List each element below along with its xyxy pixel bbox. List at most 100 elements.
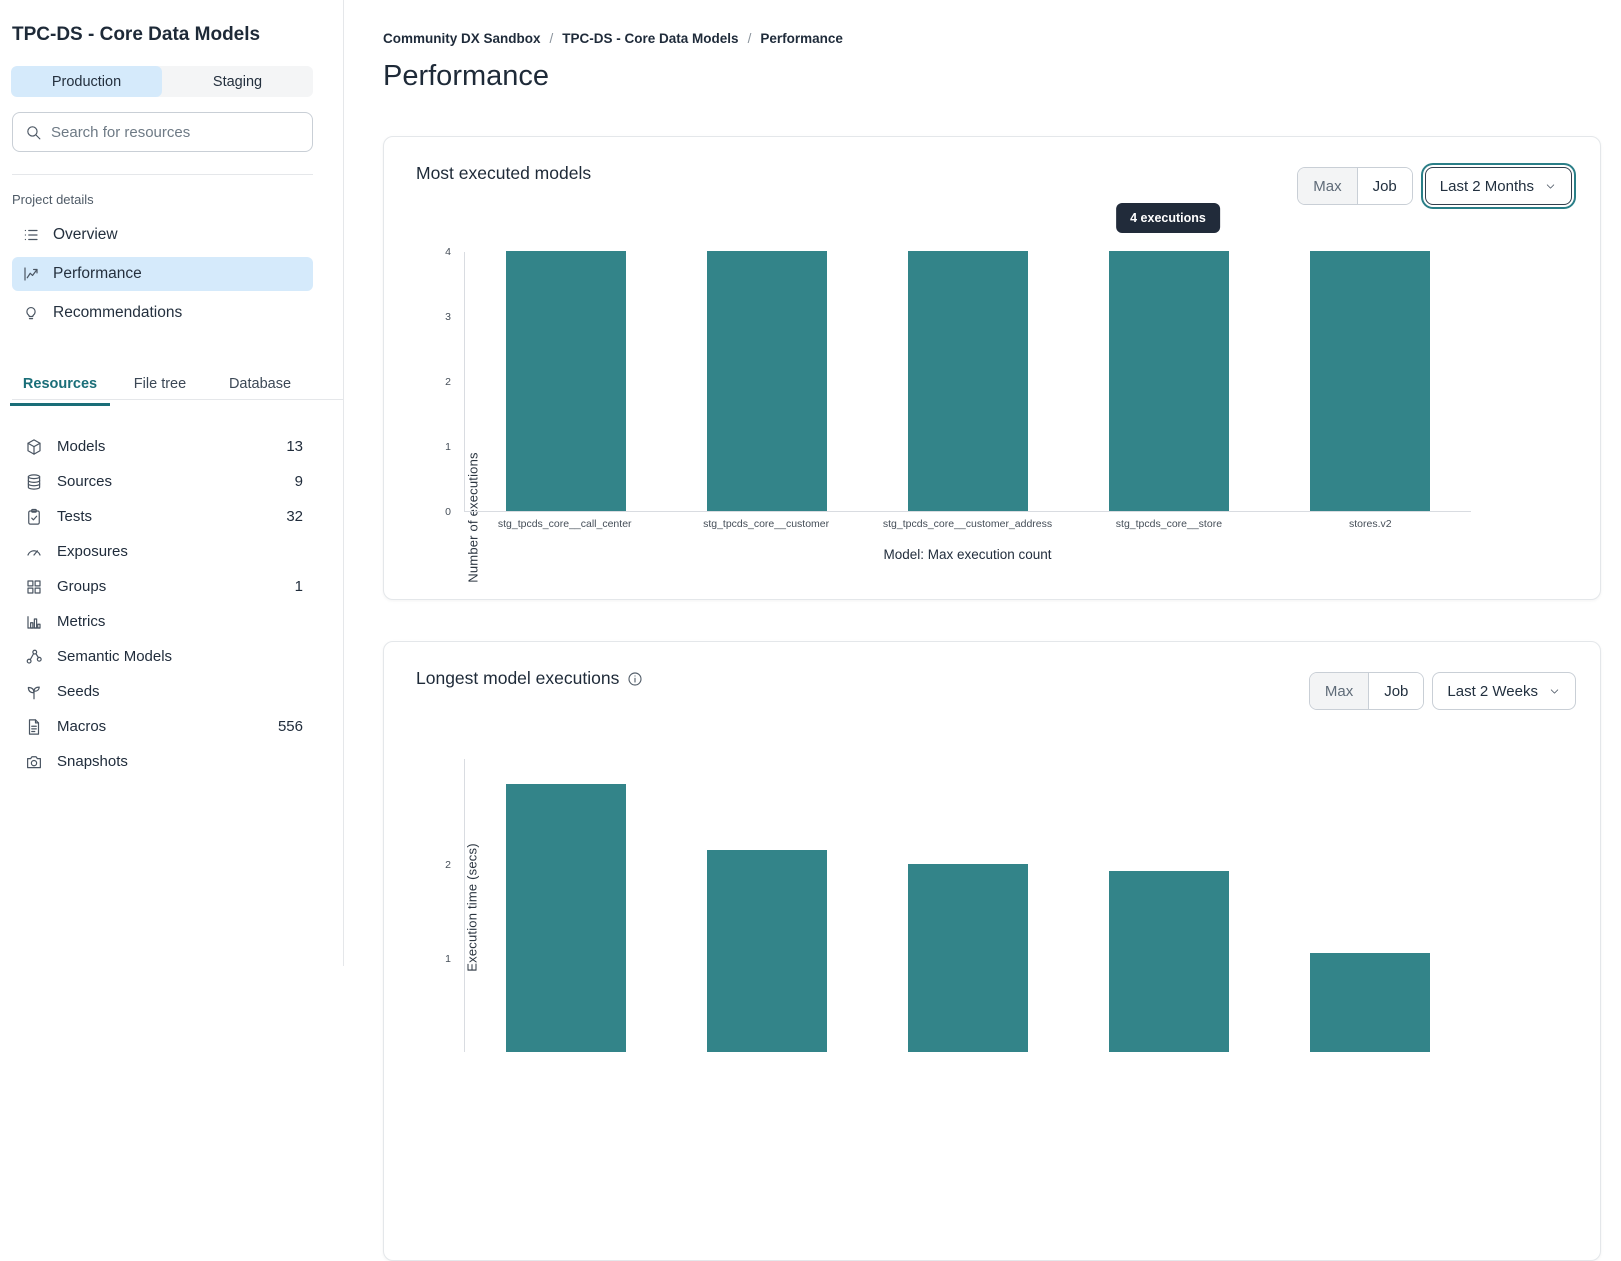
camera-icon	[27, 755, 41, 768]
tab-file-tree[interactable]: File tree	[133, 376, 187, 392]
seedling-icon	[27, 686, 40, 699]
bar[interactable]	[706, 850, 827, 1052]
gauge-icon	[27, 549, 41, 556]
breadcrumb-current: Performance	[760, 31, 843, 46]
time-range-value: Last 2 Months	[1439, 177, 1534, 195]
sidebar-item-overview[interactable]: Overview	[12, 218, 313, 252]
search-icon	[27, 125, 41, 139]
resource-label: Sources	[57, 473, 113, 490]
card-title-text: Longest model executions	[416, 668, 620, 688]
bar[interactable]	[706, 251, 827, 511]
max-button[interactable]: Max	[1309, 673, 1369, 709]
list-icon	[24, 229, 38, 241]
time-range-value: Last 2 Weeks	[1447, 682, 1538, 700]
tab-database[interactable]: Database	[228, 376, 292, 392]
chevron-down-icon	[1550, 688, 1559, 694]
info-icon[interactable]	[627, 671, 643, 687]
breadcrumb-separator: /	[747, 31, 752, 46]
bar[interactable]	[1109, 251, 1230, 511]
x-tick-label: stg_tpcds_core__call_center	[497, 518, 632, 530]
chevron-down-icon	[1546, 183, 1555, 189]
sidebar: TPC-DS - Core Data Models Production Sta…	[0, 0, 344, 966]
resource-item-snapshots[interactable]: Snapshots	[12, 744, 313, 779]
time-range-dropdown[interactable]: Last 2 Weeks	[1432, 672, 1576, 710]
staging-toggle-button[interactable]: Staging	[212, 73, 263, 90]
breadcrumb-project[interactable]: TPC-DS - Core Data Models	[562, 31, 739, 46]
database-icon	[27, 473, 41, 490]
grid-icon	[27, 579, 41, 594]
resource-item-tests[interactable]: Tests 32	[12, 499, 313, 534]
x-tick-label: stores.v2	[1349, 518, 1392, 530]
y-tick-label: 1	[445, 953, 451, 965]
resource-item-macros[interactable]: Macros 556	[12, 709, 313, 744]
bar[interactable]	[1109, 871, 1230, 1052]
resource-item-seeds[interactable]: Seeds	[12, 674, 313, 709]
bar[interactable]	[907, 251, 1028, 511]
search-input[interactable]	[51, 123, 300, 141]
resource-label: Seeds	[57, 683, 100, 700]
sidebar-item-performance[interactable]: Performance	[12, 257, 313, 291]
card-controls: Max Job Last 2 Months	[1297, 167, 1576, 205]
cube-icon	[27, 438, 41, 455]
x-category-labels: stg_tpcds_core__call_center stg_tpcds_cor…	[464, 518, 1471, 530]
resource-item-metrics[interactable]: Metrics	[12, 604, 313, 639]
resource-list: Models 13 Sources 9 Tests 32 Exposures G…	[12, 429, 313, 779]
sidebar-item-label: Performance	[53, 265, 142, 282]
resource-item-sources[interactable]: Sources 9	[12, 464, 313, 499]
bar[interactable]	[505, 251, 626, 511]
bar[interactable]	[1310, 251, 1431, 511]
x-tick-label: stg_tpcds_core__customer_address	[882, 518, 1053, 530]
resource-label: Macros	[57, 718, 107, 735]
max-button[interactable]: Max	[1298, 168, 1357, 204]
resource-search[interactable]	[12, 112, 313, 152]
job-button[interactable]: Job	[1368, 673, 1424, 709]
x-tick-label: stg_tpcds_core__customer	[703, 518, 830, 530]
resource-count: 32	[286, 508, 303, 525]
job-button[interactable]: Job	[1356, 168, 1412, 204]
resource-label: Models	[57, 438, 106, 455]
resource-label: Tests	[57, 508, 93, 525]
card-title: Longest model executions	[416, 668, 643, 689]
resource-item-semantic-models[interactable]: Semantic Models	[12, 639, 313, 674]
y-tick-label: 1	[445, 441, 451, 453]
card-title: Most executed models	[416, 163, 592, 183]
bar[interactable]	[907, 864, 1028, 1052]
tab-resources[interactable]: Resources	[10, 368, 110, 406]
chart-tooltip: 4 executions	[1116, 203, 1220, 233]
longest-model-executions-card: Longest model executions Max Job Last 2 …	[383, 641, 1601, 1261]
sidebar-item-label: Recommendations	[53, 304, 183, 321]
time-range-dropdown[interactable]: Last 2 Months	[1424, 167, 1572, 205]
bar-chart-icon	[27, 615, 41, 629]
x-axis-label: Model: Max execution count	[883, 547, 1052, 562]
resource-item-models[interactable]: Models 13	[12, 429, 313, 464]
max-job-toggle: Max Job	[1297, 167, 1413, 205]
y-tick-label: 0	[445, 506, 451, 518]
resource-item-groups[interactable]: Groups 1	[12, 569, 313, 604]
resource-label: Metrics	[57, 613, 106, 630]
tabs-underline	[12, 399, 344, 400]
x-tick-label: stg_tpcds_core__store	[1115, 518, 1223, 530]
clipboard-check-icon	[28, 508, 40, 525]
production-toggle-button[interactable]: Production	[11, 66, 162, 97]
resource-item-exposures[interactable]: Exposures	[12, 534, 313, 569]
resource-label: Exposures	[57, 543, 128, 560]
project-details-label: Project details	[12, 192, 94, 207]
lightbulb-icon	[26, 306, 36, 320]
y-tick-label: 2	[445, 376, 451, 388]
card-controls: Max Job Last 2 Weeks	[1308, 672, 1576, 710]
sidebar-tabs: Resources File tree Database	[10, 368, 310, 406]
breadcrumb-account[interactable]: Community DX Sandbox	[383, 31, 541, 46]
resource-count: 556	[277, 718, 303, 735]
bar[interactable]	[505, 784, 626, 1052]
y-tick-label: 3	[445, 311, 451, 323]
resource-label: Groups	[57, 578, 107, 595]
sidebar-divider	[12, 174, 313, 175]
bar[interactable]	[1310, 953, 1431, 1052]
resource-count: 9	[294, 473, 303, 490]
bar-group	[465, 251, 1471, 511]
sidebar-item-recommendations[interactable]: Recommendations	[12, 296, 313, 330]
resource-count: 1	[294, 578, 303, 595]
project-details-nav: Overview Performance Recommendations	[12, 218, 313, 330]
resource-label: Snapshots	[57, 753, 128, 770]
